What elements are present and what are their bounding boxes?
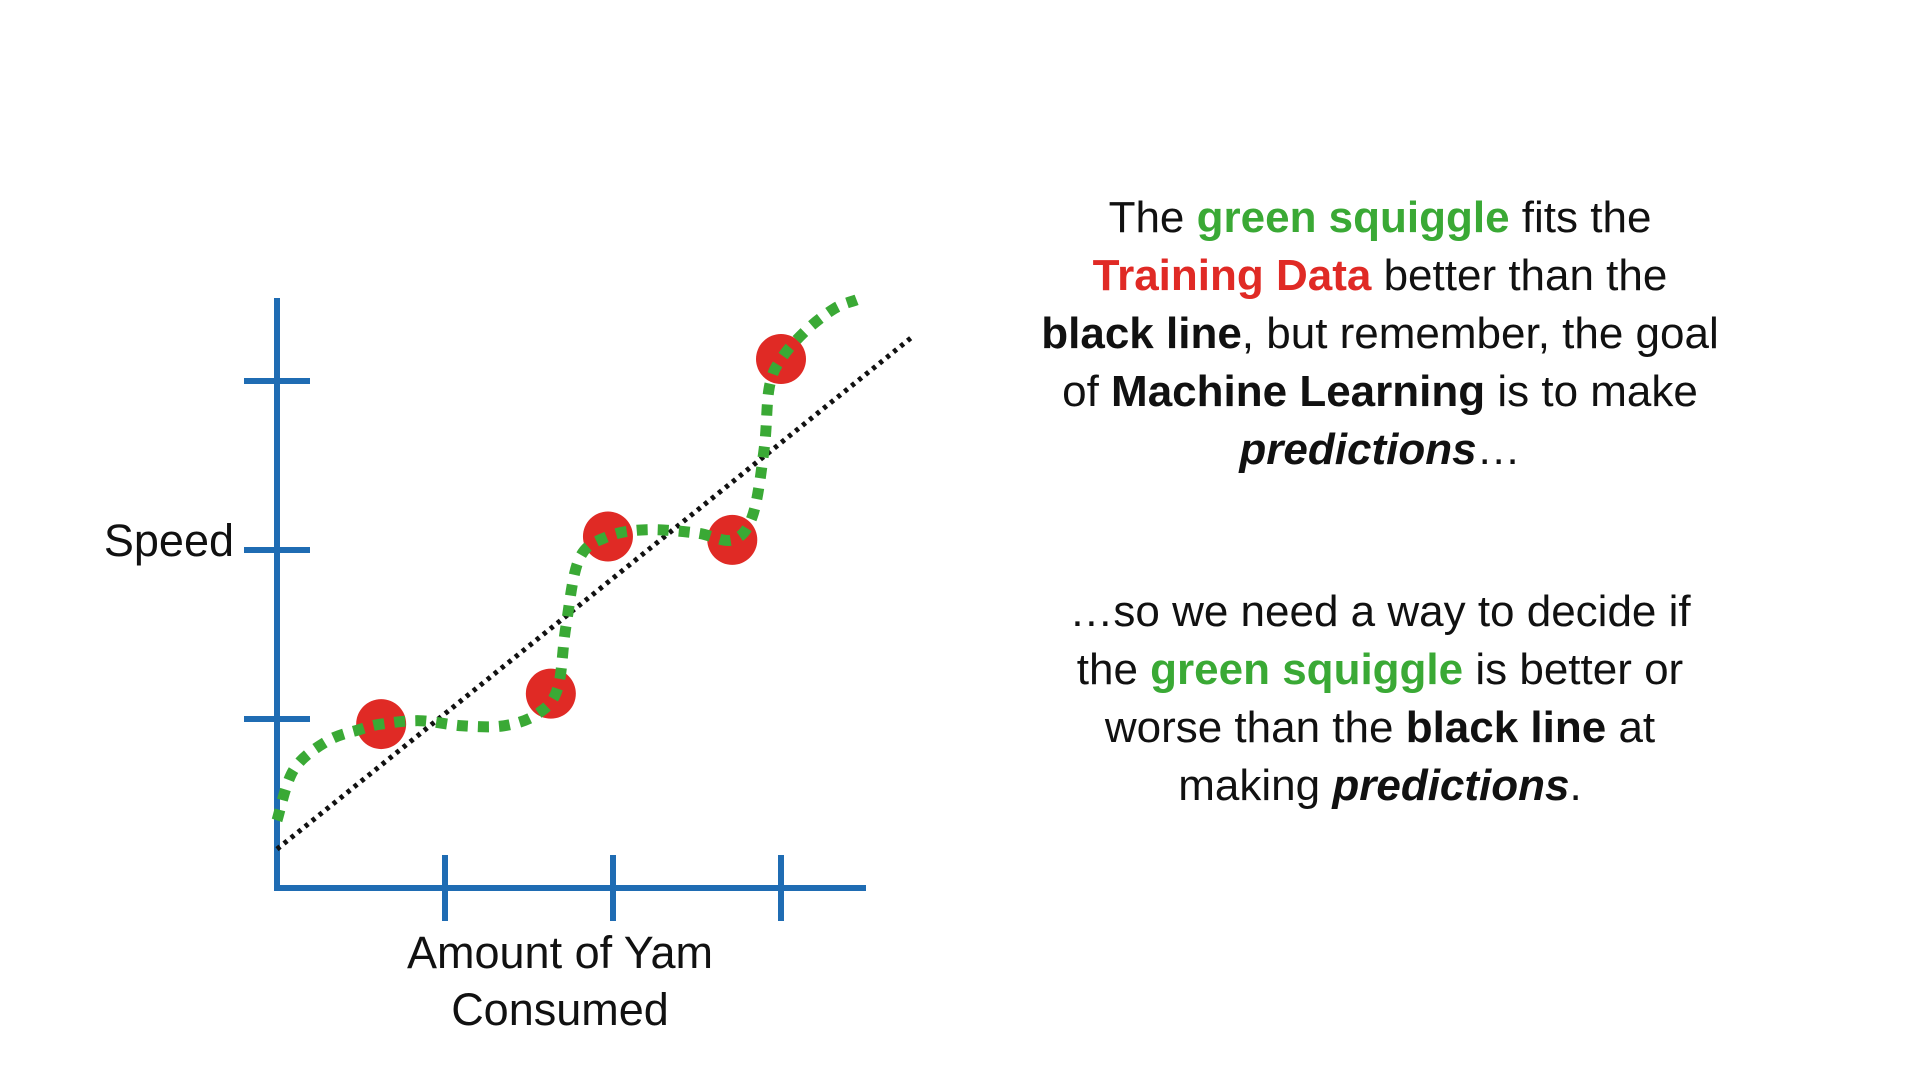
text-run: of <box>1062 367 1112 416</box>
green-squiggle-term: green squiggle <box>1150 645 1464 694</box>
predictions-term: predictions <box>1332 761 1570 810</box>
data-points <box>271 294 859 823</box>
text-run: … <box>1476 425 1521 474</box>
machine-learning-term: Machine Learning <box>1111 367 1486 416</box>
text-run: the <box>1076 645 1151 694</box>
green-squiggle <box>271 294 859 823</box>
x-axis-label: Amount of Yam Consumed <box>330 924 790 1038</box>
predictions-term: predictions <box>1239 425 1477 474</box>
black-line-term: black line <box>1041 309 1242 358</box>
axis-ticks <box>244 378 784 921</box>
x-axis-label-line: Consumed <box>451 984 669 1036</box>
text-run: fits the <box>1509 193 1652 242</box>
explanation-paragraph-2: …so we need a way to decide if the green… <box>990 583 1770 815</box>
fit-lines <box>275 335 914 852</box>
text-run: . <box>1569 761 1582 810</box>
x-axis-label-line: Amount of Yam <box>407 927 713 978</box>
text-run: at <box>1606 703 1656 752</box>
black-line-term: black line <box>1405 703 1607 752</box>
text-run: …so we need a way to decide if <box>1069 587 1691 636</box>
data-point <box>707 514 758 565</box>
text-run: is better or <box>1463 645 1684 694</box>
explanation-paragraph-1: The green squiggle fits the Training Dat… <box>990 189 1770 479</box>
training-data-term: Training Data <box>1092 251 1372 300</box>
axes <box>274 298 866 891</box>
black-line <box>275 335 914 852</box>
text-run: worse than the <box>1104 703 1406 752</box>
text-run: better than the <box>1371 251 1668 300</box>
scatter-chart <box>244 294 914 921</box>
y-axis-label: Speed <box>103 515 234 566</box>
text-run: is to make <box>1485 367 1698 416</box>
text-run: The <box>1108 193 1197 242</box>
data-point <box>582 511 633 562</box>
text-run: , but remember, the goal <box>1241 309 1719 358</box>
data-point <box>756 334 806 385</box>
green-squiggle-term: green squiggle <box>1196 193 1510 242</box>
text-run: making <box>1178 761 1333 810</box>
